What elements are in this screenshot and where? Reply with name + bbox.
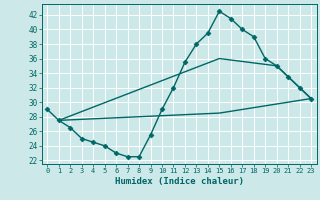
X-axis label: Humidex (Indice chaleur): Humidex (Indice chaleur) [115, 177, 244, 186]
